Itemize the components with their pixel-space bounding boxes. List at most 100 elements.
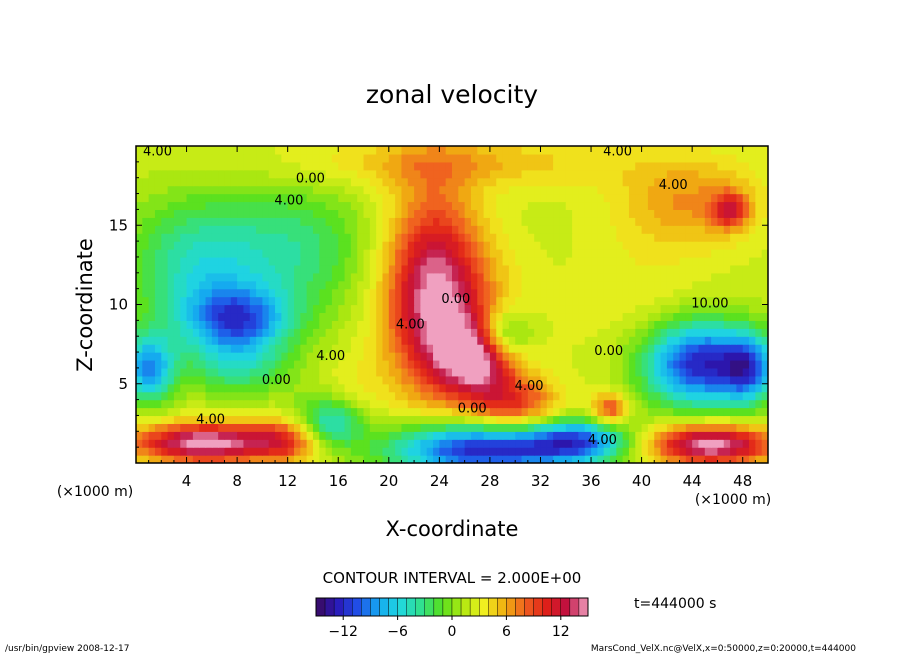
field-cell — [218, 209, 226, 218]
field-cell — [742, 359, 750, 369]
field-cell — [553, 233, 561, 242]
field-cell — [711, 249, 719, 258]
field-cell — [565, 455, 573, 463]
field-cell — [256, 320, 263, 329]
field-cell — [192, 241, 200, 250]
field-cell — [312, 415, 320, 424]
field-cell — [363, 320, 371, 329]
field-cell — [420, 383, 428, 393]
field-cell — [218, 201, 226, 210]
field-cell — [692, 146, 700, 155]
field-cell — [749, 217, 756, 226]
field-cell — [294, 320, 301, 329]
field-cell — [641, 439, 649, 448]
field-cell — [192, 201, 200, 210]
field-cell — [363, 375, 371, 385]
field-cell — [647, 201, 655, 210]
field-cell — [540, 233, 548, 242]
field-cell — [641, 312, 649, 321]
field-cell — [565, 367, 573, 377]
field-cell — [584, 296, 592, 306]
field-cell — [350, 256, 358, 266]
field-cell — [148, 217, 156, 226]
field-cell — [761, 264, 768, 274]
field-cell — [717, 391, 725, 401]
field-cell — [502, 391, 510, 401]
field-cell — [338, 256, 346, 266]
field-cell — [426, 185, 434, 195]
field-cell — [452, 367, 459, 377]
field-cell — [534, 177, 542, 187]
field-cell — [546, 146, 554, 155]
field-cell — [376, 193, 384, 203]
field-cell — [742, 193, 750, 203]
field-cell — [635, 336, 643, 345]
field-cell — [483, 272, 491, 282]
field-cell — [205, 288, 213, 298]
field-cell — [376, 352, 384, 361]
field-cell — [736, 201, 744, 210]
field-cell — [464, 177, 472, 187]
field-cell — [603, 249, 611, 258]
field-cell — [483, 336, 491, 345]
field-cell — [458, 312, 466, 321]
field-cell — [407, 407, 415, 417]
field-cell — [161, 328, 169, 337]
field-cell — [426, 447, 434, 456]
field-cell — [142, 359, 150, 369]
field-cell — [527, 352, 535, 361]
field-cell — [142, 161, 150, 171]
field-cell — [388, 439, 396, 448]
field-cell — [439, 241, 447, 250]
field-cell — [641, 185, 649, 195]
field-cell — [338, 344, 346, 353]
field-cell — [256, 209, 263, 218]
field-cell — [275, 447, 282, 456]
field-cell — [344, 375, 352, 385]
field-cell — [338, 407, 346, 417]
field-cell — [508, 399, 516, 409]
field-cell — [584, 383, 592, 393]
field-cell — [433, 328, 440, 337]
field-cell — [515, 367, 523, 377]
field-cell — [401, 359, 409, 369]
field-cell — [761, 288, 768, 298]
field-cell — [395, 153, 403, 163]
field-cell — [312, 320, 320, 329]
field-cell — [376, 336, 384, 345]
field-cell — [281, 328, 289, 337]
field-cell — [755, 193, 763, 203]
field-cell — [470, 146, 478, 155]
field-cell — [205, 161, 213, 171]
field-cell — [268, 367, 276, 377]
field-cell — [395, 185, 403, 195]
field-cell — [312, 177, 320, 187]
field-cell — [452, 447, 459, 456]
field-cell — [376, 217, 384, 226]
field-cell — [167, 233, 175, 242]
field-cell — [698, 455, 706, 463]
field-cell — [173, 328, 181, 337]
field-cell — [452, 296, 459, 306]
field-cell — [142, 264, 150, 274]
field-cell — [344, 280, 352, 290]
field-cell — [180, 272, 188, 282]
field-cell — [199, 312, 207, 321]
field-cell — [388, 201, 396, 210]
field-cell — [508, 383, 516, 393]
field-cell — [350, 272, 358, 282]
field-cell — [154, 447, 162, 456]
field-cell — [401, 383, 409, 393]
field-cell — [237, 367, 245, 377]
field-cell — [730, 193, 737, 203]
field-cell — [205, 320, 213, 329]
field-cell — [641, 383, 649, 393]
field-cell — [730, 161, 737, 171]
field-cell — [199, 391, 207, 401]
field-cell — [369, 391, 377, 401]
field-cell — [363, 256, 371, 266]
field-cell — [572, 217, 579, 226]
colorbar-cell — [506, 597, 516, 617]
field-cell — [477, 296, 485, 306]
field-cell — [325, 447, 333, 456]
